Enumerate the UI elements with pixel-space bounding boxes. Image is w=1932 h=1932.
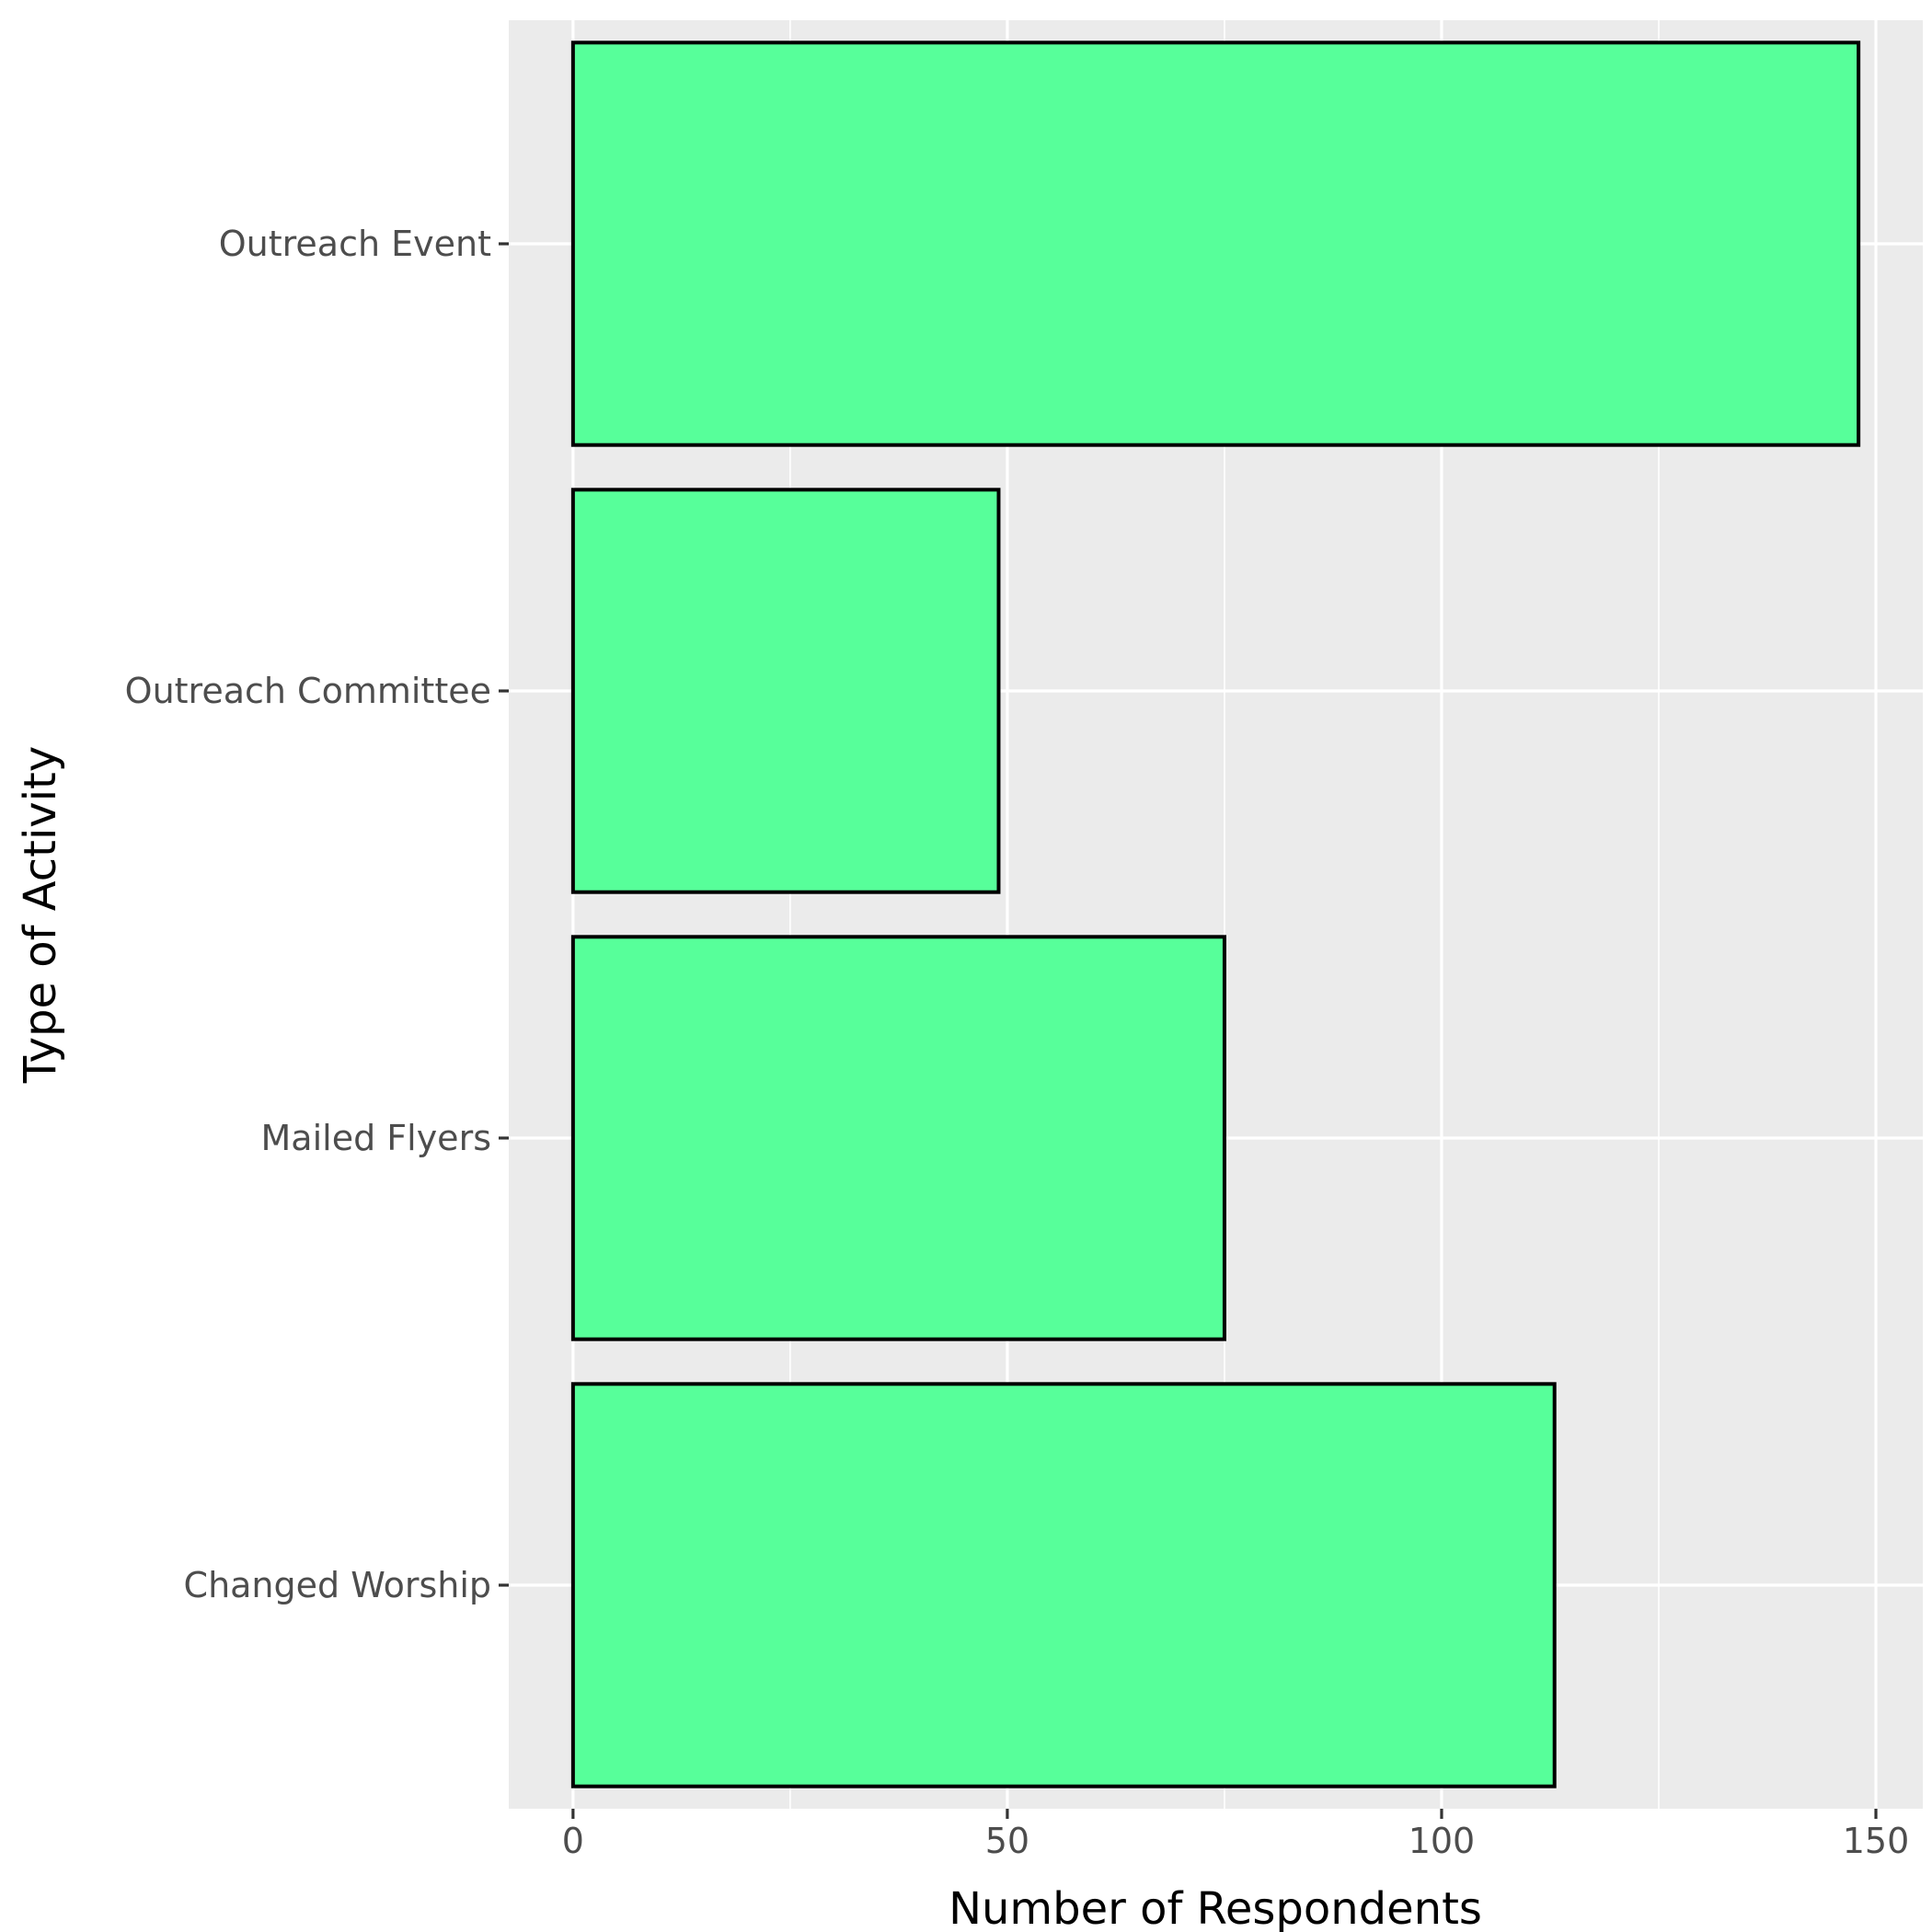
y-tick-label: Mailed Flyers <box>261 1118 491 1158</box>
bar-outreach-committee <box>570 488 1001 894</box>
y-tick-label: Outreach Event <box>219 224 491 264</box>
x-tick-label: 50 <box>985 1821 1029 1861</box>
x-tick-label: 100 <box>1409 1821 1476 1861</box>
x-tick-label: 150 <box>1843 1821 1910 1861</box>
bar-outreach-event <box>570 40 1861 447</box>
y-tick-label: Outreach Committee <box>125 671 491 711</box>
y-tick-label: Changed Worship <box>184 1565 491 1605</box>
y-axis: Outreach Event Outreach Committee Mailed F… <box>125 224 509 1605</box>
y-axis-title: Type of Activity <box>15 746 66 1085</box>
bar-changed-worship <box>570 1382 1557 1788</box>
x-axis-title: Number of Respondents <box>949 1883 1482 1932</box>
x-axis: 0 50 100 150 <box>562 1809 1910 1861</box>
bar-mailed-flyers <box>570 935 1226 1341</box>
x-tick-label: 0 <box>562 1821 584 1861</box>
bars <box>570 40 1861 1788</box>
